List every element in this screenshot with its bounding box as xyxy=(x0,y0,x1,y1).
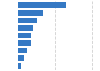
Bar xyxy=(18,40,31,46)
Bar xyxy=(18,56,24,61)
Bar xyxy=(18,18,37,23)
Bar xyxy=(18,25,33,31)
Bar xyxy=(18,48,27,53)
Bar xyxy=(18,2,66,8)
Bar xyxy=(18,63,21,69)
Bar xyxy=(18,33,31,38)
Bar xyxy=(18,10,43,15)
